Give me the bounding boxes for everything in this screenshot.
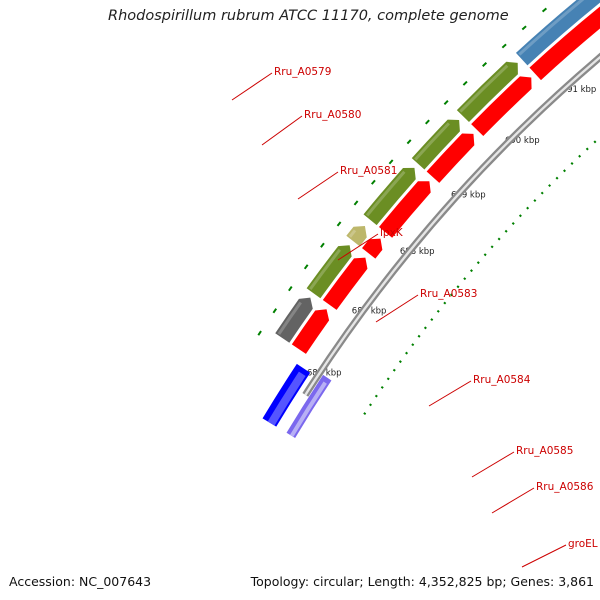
ruler-tick-label: 688 kbp: [400, 247, 435, 257]
gene-label: Rru_A0586: [536, 481, 594, 493]
ruler-tick-label: 686 kbp: [307, 368, 342, 378]
map-title: Rhodospirillum rubrum ATCC 11170, comple…: [108, 8, 509, 24]
ruler-tick-label: 689 kbp: [451, 190, 486, 200]
label-leader-line: [231, 72, 273, 101]
backbone-highlight: [304, 55, 600, 396]
cds-arrow: [471, 76, 532, 137]
gene-arrow: [346, 226, 367, 247]
gene-feature: [267, 371, 306, 426]
cds-arrow: [379, 181, 431, 238]
gene-label: Rru_A0583: [420, 288, 477, 300]
gene-label: Rru_A0579: [274, 66, 331, 78]
accession-text: Accession: NC_007643: [9, 574, 152, 589]
gene-feature: [289, 381, 327, 437]
label-leader-line: [375, 294, 419, 323]
gene-highlight: [414, 122, 450, 161]
label-leader-line: [297, 171, 339, 200]
ruler-tick-label: 687 kbp: [352, 307, 387, 317]
gene-arrow: [363, 167, 416, 226]
cds-arrow: [426, 133, 475, 183]
gene-highlight: [277, 301, 302, 335]
gene-label: Rru_A0581: [340, 165, 397, 177]
gene-arrow: [515, 0, 600, 66]
cds-arrow: [322, 257, 368, 310]
label-leader-line: [491, 487, 535, 514]
label-leader-line: [521, 544, 567, 568]
gene-highlight: [459, 64, 509, 113]
gene-highlight: [365, 170, 406, 217]
ruler-tick-label: 691 kbp: [562, 85, 597, 95]
gene-label: Rru_A0584: [473, 374, 531, 386]
gene-highlight: [348, 229, 357, 238]
gene-arrow: [275, 297, 313, 343]
cds-arrow: [291, 309, 330, 354]
label-leader-line: [471, 451, 515, 478]
genome-summary-text: Topology: circular; Length: 4,352,825 bp…: [250, 574, 594, 589]
gene-label: Rru_A0585: [516, 445, 573, 457]
cds-arrow: [529, 6, 600, 81]
label-leader-line: [261, 115, 303, 146]
outer-tick-ring: [257, 0, 558, 336]
gene-label: lpxK: [380, 227, 404, 239]
gene-label: Rru_A0580: [304, 109, 361, 121]
gene-highlight: [518, 0, 585, 56]
gene-label: groEL: [568, 538, 598, 550]
gene-arrow: [456, 61, 518, 123]
ruler-tick-label: 690 kbp: [505, 136, 540, 146]
gene-highlight: [309, 248, 341, 291]
label-leader-line: [337, 233, 379, 261]
cds-arrow: [362, 238, 383, 259]
gene-arrow: [411, 119, 460, 170]
label-leader-line: [428, 380, 472, 407]
